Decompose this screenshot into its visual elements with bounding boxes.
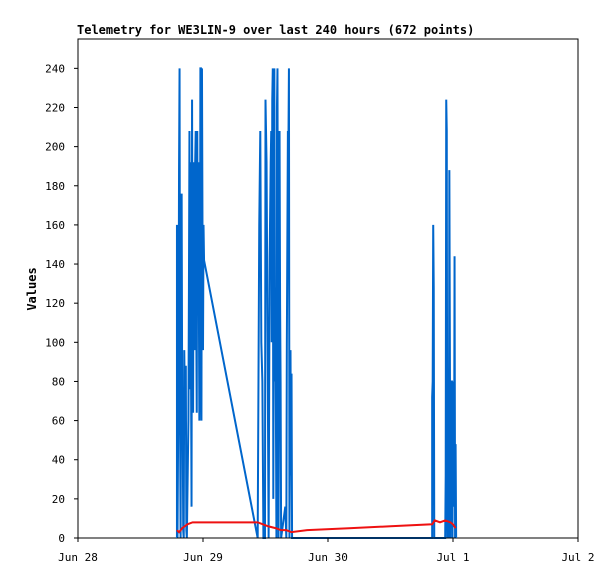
y-tick-label: 180: [45, 180, 65, 193]
x-axis: Jun 28 Jun 29 Jun 30 Jul 1 Jul 2: [58, 538, 595, 564]
chart-title: Telemetry for WE3LIN-9 over last 240 hou…: [77, 23, 474, 37]
y-tick-label: 0: [58, 532, 65, 545]
y-axis: 0 20 40 60 80 100 120 140 160 180 200 220 240: [45, 62, 78, 545]
y-tick-label: 120: [45, 297, 65, 310]
y-tick-label: 40: [52, 454, 65, 467]
y-axis-label: Values: [25, 267, 39, 310]
x-tick-label: Jun 29: [183, 551, 223, 564]
x-tick-label: Jul 1: [436, 551, 469, 564]
series-layer: [175, 67, 458, 539]
y-tick-label: 160: [45, 219, 65, 232]
y-tick-label: 140: [45, 258, 65, 271]
x-tick-label: Jun 28: [58, 551, 98, 564]
x-tick-label: Jun 30: [308, 551, 348, 564]
y-tick-label: 200: [45, 141, 65, 154]
y-tick-label: 240: [45, 62, 65, 75]
plot-frame: [77, 38, 579, 539]
y-tick-label: 60: [52, 415, 65, 428]
y-tick-label: 220: [45, 101, 65, 114]
x-tick-label: Jul 2: [561, 551, 594, 564]
y-tick-label: 100: [45, 336, 65, 349]
series-line-0: [175, 67, 458, 539]
y-tick-label: 80: [52, 375, 65, 388]
series-line-1: [176, 519, 457, 534]
y-tick-label: 20: [52, 493, 65, 506]
